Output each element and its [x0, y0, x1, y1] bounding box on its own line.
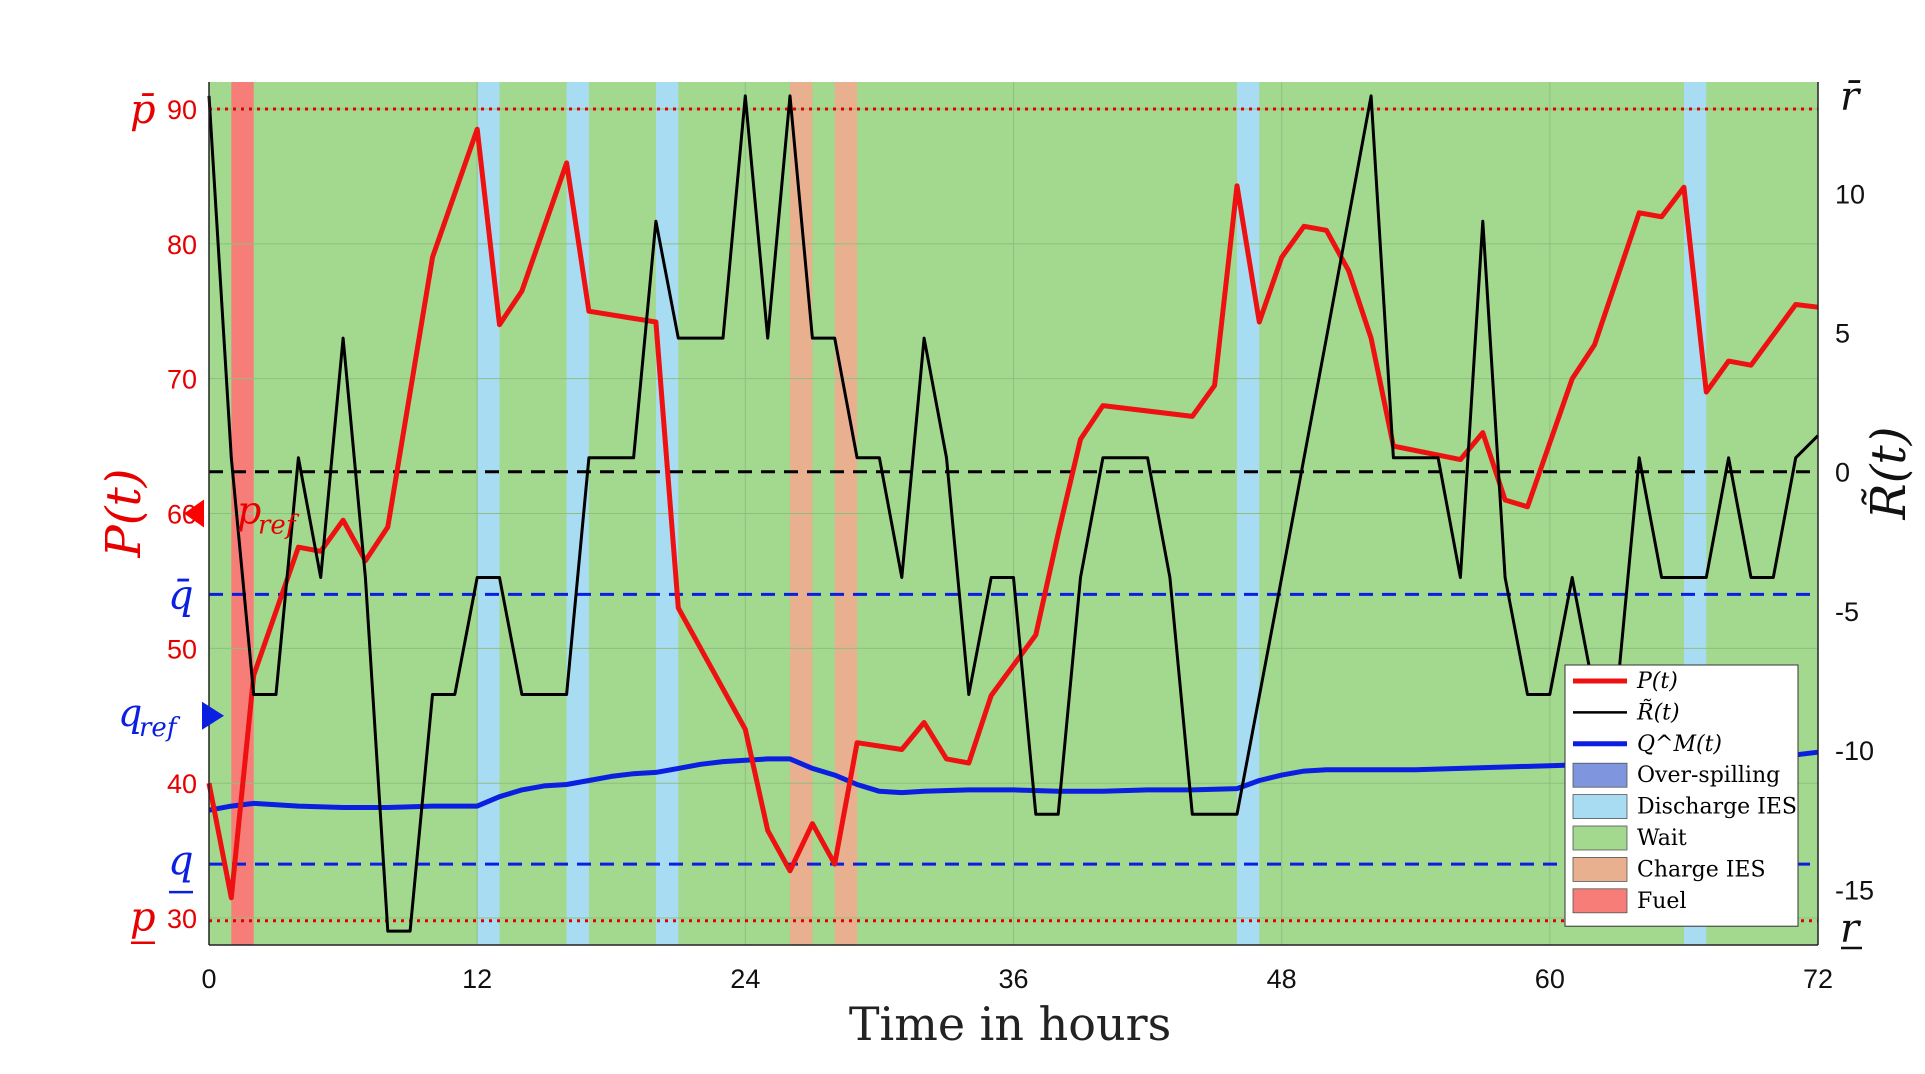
x-tick-label: 24: [730, 964, 760, 994]
y-left-tick-label: 30: [167, 904, 197, 934]
y-left-tick-label: 80: [167, 230, 197, 260]
x-tick-label: 12: [462, 964, 492, 994]
legend-swatch-patch: [1572, 857, 1628, 882]
legend: P(t) R̃(t) Q^M(t) Over-spilling Discharge IE…: [1564, 664, 1799, 927]
q-ref-symbol: q: [118, 691, 142, 735]
legend-label: Discharge IES: [1637, 795, 1797, 820]
r-min-symbol: r: [1840, 906, 1862, 952]
legend-label: Fuel: [1637, 889, 1687, 914]
q-min-symbol: q: [168, 838, 194, 884]
q-ref-subscript: ref: [139, 713, 181, 743]
y-axis-title-left: P(t): [96, 468, 152, 558]
y-right-tick-label: 5: [1835, 319, 1850, 349]
p-max-symbol: p̄: [130, 87, 156, 133]
y-right-tick-label: 0: [1835, 458, 1850, 488]
legend-label: P(t): [1636, 669, 1678, 694]
p-ref-subscript: ref: [258, 511, 300, 541]
legend-label: Wait: [1637, 826, 1687, 851]
series-line-q: [208, 749, 1819, 813]
y-left-tick-label: 50: [167, 634, 197, 664]
x-axis-title: Time in hours: [849, 997, 1171, 1051]
x-tick-label: 36: [998, 964, 1028, 994]
y-right-tick-label: -10: [1835, 736, 1874, 766]
series-line-r: [207, 94, 1820, 933]
series-line-p: [206, 126, 1819, 901]
y-left-tick-label: 40: [167, 769, 197, 799]
reference-lines: [209, 107, 1818, 923]
legend-swatch-patch: [1572, 888, 1628, 914]
p-min-symbol: p: [130, 895, 156, 941]
series-lines: [206, 94, 1820, 933]
y-left-tick-label: 70: [167, 365, 197, 395]
axes-frame: [208, 82, 1819, 946]
p-ref-marker: [184, 499, 204, 528]
x-tick-label: 48: [1267, 964, 1297, 994]
q-ref-marker: [202, 701, 224, 730]
legend-swatch-patch: [1572, 794, 1628, 819]
legend-label: Q^M(t): [1637, 732, 1722, 757]
y-right-tick-label: 10: [1835, 179, 1865, 209]
x-tick-label: 72: [1803, 964, 1833, 994]
x-tick-label: 0: [201, 964, 216, 994]
x-tick-label: 60: [1535, 964, 1565, 994]
legend-swatch-patch: [1572, 825, 1628, 851]
p-ref-symbol: p: [237, 489, 261, 533]
y-left-tick-label: 90: [167, 95, 197, 125]
r-max-symbol: r̄: [1840, 74, 1862, 120]
y-right-tick-label: -15: [1835, 875, 1874, 905]
legend-label: Charge IES: [1637, 857, 1766, 882]
y-right-tick-label: -5: [1835, 597, 1859, 627]
legend-label: Over-spilling: [1637, 763, 1780, 788]
legend-label: R̃(t): [1636, 699, 1680, 725]
q-max-symbol: q̄: [168, 572, 194, 618]
y-axis-title-right: R̃(t): [1859, 427, 1917, 521]
legend-swatch-patch: [1572, 762, 1628, 788]
